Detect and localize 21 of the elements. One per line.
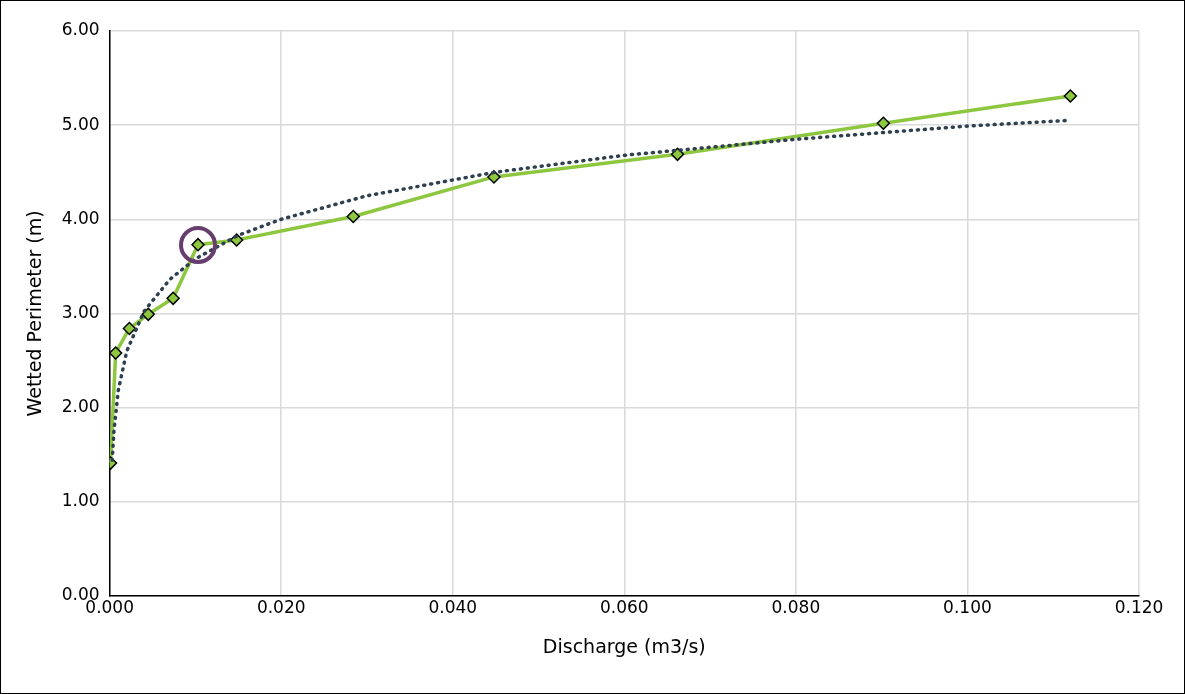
point: [166, 291, 180, 306]
y-tick-label: 6.00: [61, 19, 100, 40]
x-tick-label: 0.080: [771, 597, 821, 618]
point: [109, 346, 123, 360]
point: [1063, 89, 1078, 103]
x-tick-label: 0.120: [1114, 597, 1164, 618]
point: [346, 209, 361, 224]
x-axis-title: Discharge (m3/s): [542, 634, 706, 657]
x-tick-label: 0.060: [599, 597, 649, 618]
x-tick-label: 0.040: [428, 597, 478, 618]
x-tick-label: 0.100: [943, 597, 992, 618]
point: [141, 307, 155, 322]
y-axis-title: Wetted Perimeter (m): [23, 210, 46, 417]
y-tick-label: 4.00: [61, 207, 100, 228]
y-tick-label: 2.00: [61, 395, 100, 416]
y-tick-label: 5.00: [61, 113, 100, 134]
y-tick-label: 3.00: [61, 301, 100, 322]
x-tick-label: 0.020: [256, 597, 306, 618]
y-tick-label: 1.00: [61, 490, 100, 511]
point: [876, 116, 891, 130]
point: [122, 321, 137, 336]
